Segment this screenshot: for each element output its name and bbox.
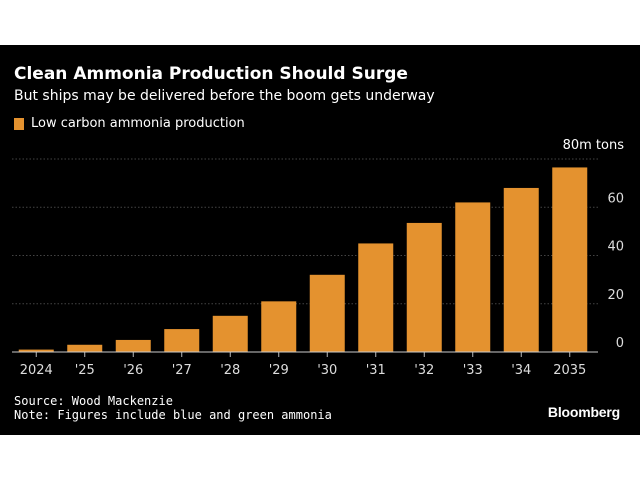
legend-label: Low carbon ammonia production (31, 116, 245, 131)
x-tick-label: '26 (123, 363, 143, 378)
bar (212, 315, 248, 352)
x-tick-label: '32 (414, 363, 434, 378)
bar (18, 349, 54, 352)
x-tick-label: 2035 (553, 363, 586, 378)
bar (164, 329, 200, 352)
bar-chart: 0 20 40 60 2024 '25 '26 '27 '28 '29 '30 '31 '32 '33 '3… (12, 158, 624, 378)
x-tick-label: '33 (463, 363, 483, 378)
chart-legend: Low carbon ammonia production (14, 116, 245, 131)
y-tick-label: 40 (607, 240, 624, 255)
x-tick-label: '30 (317, 363, 337, 378)
bar (503, 187, 539, 352)
x-tick-label: '28 (220, 363, 240, 378)
bloomberg-logo: Bloomberg (547, 404, 620, 420)
y-axis-unit-label: 80m tons (562, 138, 624, 153)
x-tick-label: '25 (75, 363, 95, 378)
source-note: Source: Wood Mackenzie (14, 394, 173, 408)
x-tick-label: '31 (366, 363, 386, 378)
chart-subtitle: But ships may be delivered before the bo… (14, 88, 435, 104)
bar (261, 301, 297, 352)
x-tick-label: '27 (172, 363, 192, 378)
y-tick-label: 0 (616, 336, 624, 351)
bar (358, 243, 394, 352)
footnote: Note: Figures include blue and green amm… (14, 408, 332, 422)
x-tick-label: 2024 (20, 363, 53, 378)
chart-title: Clean Ammonia Production Should Surge (14, 64, 408, 84)
bar (552, 167, 588, 352)
bar (455, 202, 491, 352)
chart-card: Clean Ammonia Production Should Surge Bu… (0, 45, 640, 435)
y-tick-label: 20 (607, 288, 624, 303)
legend-swatch (14, 117, 24, 130)
x-tick-label: '34 (511, 363, 531, 378)
y-tick-label: 60 (607, 191, 624, 206)
bar (309, 274, 345, 352)
x-tick-label: '29 (269, 363, 289, 378)
bar (115, 339, 151, 352)
bar (406, 222, 442, 352)
bar (67, 344, 103, 352)
